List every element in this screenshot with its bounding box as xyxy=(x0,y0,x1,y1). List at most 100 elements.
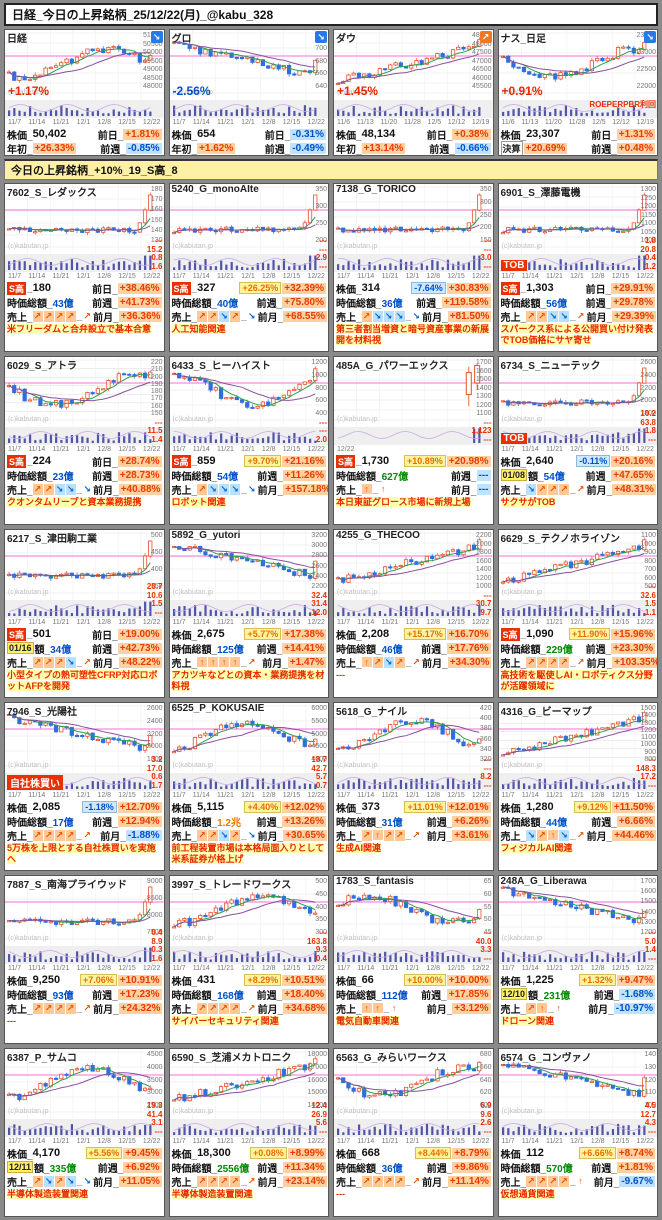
rvals: --- xyxy=(483,236,492,245)
y-axis-labels: 420 400 380 360 340 320 xyxy=(480,705,492,763)
stock-card[interactable]: 6387_P_サムコ 4500 4000 3500 3000 2500 19.3 41.4… xyxy=(4,1048,165,1217)
earnings-date-badge: 12/11 xyxy=(7,1161,34,1173)
price-line: 株価_ 668 +8.44% +8.79% xyxy=(334,1146,493,1161)
x-tick: 11/21 xyxy=(52,273,70,280)
index-card[interactable]: ダウ ↗ 48500480004750047000465004600045500… xyxy=(333,29,494,156)
stock-card[interactable]: 6629_S_テクノホライゾン 1100 1000 900 800 700 600 500 … xyxy=(497,529,658,698)
expand-orange-icon[interactable]: ↗ xyxy=(479,31,492,43)
rvals: --- xyxy=(483,928,492,937)
x-axis-labels: 11/7 11/14 11/21 12/1 12/8 12/15 12/22 xyxy=(170,964,329,973)
y-tick: 400 xyxy=(315,903,327,911)
separator: _ xyxy=(372,483,379,495)
week-change-chip: --- xyxy=(476,469,491,481)
price-line: S高 _ 327 +26.25% +32.39% xyxy=(170,281,329,295)
stock-card[interactable]: 6217_S_津田駒工業 500 450 400 350 20.7 10.6 1.5 ---… xyxy=(4,529,165,698)
stock-card[interactable]: 6734_S_ニューテック 2600 2400 2200 2000 1800 10.2 6… xyxy=(497,356,658,525)
x-tick: 11/28 xyxy=(403,119,421,126)
stock-card[interactable]: 7946_S_光陽社 2600 2400 2200 2000 1800 3.2 17.0 0… xyxy=(4,702,165,871)
prev-week-label: 前週_ xyxy=(256,817,283,829)
stock-card[interactable]: 485A_G_パワーエックス 1700 1600 1500 1400 1300 1200 1… xyxy=(333,356,494,525)
sales-trend-arrow-icon: ↘ xyxy=(208,483,219,495)
price-label: S高 xyxy=(500,281,520,295)
stock-card[interactable]: 248A_G_Liberawa 1700 1600 1500 1400 1300 1200… xyxy=(497,875,658,1044)
stock-card[interactable]: 7887_S_南海プライウッド 9000 8500 8000 7500 0.4 8.9 0… xyxy=(4,875,165,1044)
stock-card[interactable]: 1783_S_fantasis 65 60 55 50 45 --- 40.0 3.3 ---… xyxy=(333,875,494,1044)
mcap-label: 時価総額_ xyxy=(7,298,53,310)
stock-card[interactable]: 6563_G_みらいワークス 680 660 640 620 600 6.9 9.6 2.6… xyxy=(333,1048,494,1217)
index-chart: ナス_日足 ↘ 23500230002250022000 +0.91% (c)k… xyxy=(498,30,657,118)
y-axis-labels: 65 60 55 50 45 xyxy=(484,878,492,936)
y-axis-labels: 9000 8500 8000 7500 xyxy=(147,878,163,936)
x-tick: 12/1 xyxy=(570,1138,584,1145)
stock-card[interactable]: 6525_P_KOKUSAIE 6000 5500 5000 4500 4000 18.… xyxy=(168,702,329,871)
sales-trend-icons: ↗ ↘ ↘ ↘ _↘ xyxy=(361,310,423,322)
stock-card[interactable]: 5618_G_ナイル 420 400 380 360 340 320 --- --- 8.2-… xyxy=(333,702,494,871)
stock-card[interactable]: 7138_G_TORICO 350 300 250 200 150 --- --- 3.0-… xyxy=(333,183,494,352)
stock-card[interactable]: 6590_S_芝浦メカトロニク 18000 17000 16000 15000 1400… xyxy=(168,1048,329,1217)
stock-card[interactable]: 5892_G_yutori 3200 3000 2800 2600 2400 2200 3… xyxy=(168,529,329,698)
separator: _ xyxy=(405,310,412,322)
stock-chart: 7602_S_レダックス 180 170 160 150 140 130 --- 15.2 0… xyxy=(5,184,164,272)
stock-card[interactable]: 7602_S_レダックス 180 170 160 150 140 130 --- 15.2 0… xyxy=(4,183,165,352)
stock-card[interactable]: 6901_S_澤藤電機 1300 1250 1200 1150 1100 1050 1000… xyxy=(497,183,658,352)
stock-card[interactable]: 4316_G_ビーマップ 1500 1400 1300 1200 1100 1000 900… xyxy=(497,702,658,871)
price-value: 668 xyxy=(361,1147,380,1159)
sales-trend-arrow-icon: ↗ xyxy=(54,656,65,668)
index-chart: ダウ ↗ 48500480004750047000465004600045500… xyxy=(334,30,493,118)
y-tick: 1050 xyxy=(640,228,656,236)
x-tick: 12/15 xyxy=(118,965,136,972)
week-change-chip: -0.49% xyxy=(290,142,326,154)
day-change-chip: -0.31% xyxy=(290,128,326,140)
prev-month-label: 前月_ xyxy=(586,831,613,843)
sales-trend-arrow-icon: ↗ xyxy=(361,310,372,322)
index-card[interactable]: ナス_日足 ↘ 23500230002250022000 +0.91% (c)k… xyxy=(497,29,658,156)
prev-week-label: 前週_ xyxy=(264,144,291,156)
price-value: 48,134 xyxy=(361,128,396,140)
mcap-line: 時価総額_ 17億 前週_ +12.94% xyxy=(5,814,164,829)
prev-week-label: 前週_ xyxy=(591,817,617,829)
candlestick-chart xyxy=(5,876,164,964)
stock-card[interactable]: 6433_S_ヒーハイスト 1200 1000 800 600 400 --- --- 2.… xyxy=(168,356,329,525)
separator: _ xyxy=(241,483,247,495)
intraday-change-chip: +9.70% xyxy=(244,455,282,467)
watermark: (c)kabutan.jp xyxy=(8,416,49,423)
rvals: --- xyxy=(319,426,327,435)
sales-trend-arrow-icon: ↑ xyxy=(372,829,383,840)
stock-card[interactable]: 4255_G_THECOO 2200 2000 1800 1600 1400 1200 10… xyxy=(333,529,494,698)
intraday-change-chip: +10.89% xyxy=(403,455,446,467)
y-tick: 1000 xyxy=(640,540,656,548)
index-card[interactable]: 日経 ↘ 51000505005000049500490004850048000… xyxy=(4,29,165,156)
price-line: 株価_ 431 +8.29% +10.51% xyxy=(170,973,329,988)
mcap-label: 時価総額_ xyxy=(500,644,547,656)
sales-trend-arrow-icon: ↗ xyxy=(394,1175,405,1187)
x-tick: 12/15 xyxy=(611,619,630,626)
y-tick: 1200 xyxy=(311,359,327,366)
stock-card[interactable]: 3997_S_トレードワークス 500 450 400 350 300 --- 163.8… xyxy=(168,875,329,1044)
index-card[interactable]: グロ ↘ 720700680660640 -2.56% (c)kabutan.j… xyxy=(168,29,329,156)
y-tick: 600 xyxy=(479,1102,492,1109)
prev-month-label: 前月_ xyxy=(262,658,288,670)
sales-recent-arrow-icon: ↗ xyxy=(576,656,585,667)
rvals: 42.7 xyxy=(311,763,327,773)
stock-card[interactable]: 6029_S_アトラ 220 210 200 190 180 170 160 150 --- 1… xyxy=(4,356,165,525)
rvals: --- xyxy=(154,607,163,617)
x-tick: 12/22 xyxy=(307,119,325,126)
expand-blue-icon[interactable]: ↘ xyxy=(644,31,656,43)
sales-recent-arrow-icon: ↗ xyxy=(576,310,585,321)
mcap-line: 12/10 額_ 231億 前週_ -1.68% xyxy=(499,987,658,1002)
y-tick: 100 xyxy=(644,1102,656,1109)
mcap-value: 231億 xyxy=(543,990,571,1002)
x-tick: 12/15 xyxy=(611,965,630,972)
stock-code: 6734_S_ニューテック xyxy=(500,361,601,372)
sales-trend-icons: ↘ ↗ ↗ ↗ _↗ xyxy=(526,483,587,495)
stock-card[interactable]: 5240_G_monoAIte 350 300 250 200 --- --- 2.9 --… xyxy=(168,183,329,352)
stock-card[interactable]: 6574_G_コンヴァノ 140 130 120 110 100 4.5 12.7 4.3-… xyxy=(497,1048,658,1217)
x-tick: 12/15 xyxy=(447,965,465,972)
rvals: --- xyxy=(483,261,492,271)
sales-trend-arrow-icon: ↗ xyxy=(383,1175,394,1187)
y-tick: 49500 xyxy=(143,57,163,65)
expand-blue-icon[interactable]: ↘ xyxy=(150,31,163,43)
expand-blue-icon[interactable]: ↘ xyxy=(315,31,327,43)
prev-week-label: 前週_ xyxy=(256,990,283,1002)
candlestick-chart xyxy=(169,703,328,791)
